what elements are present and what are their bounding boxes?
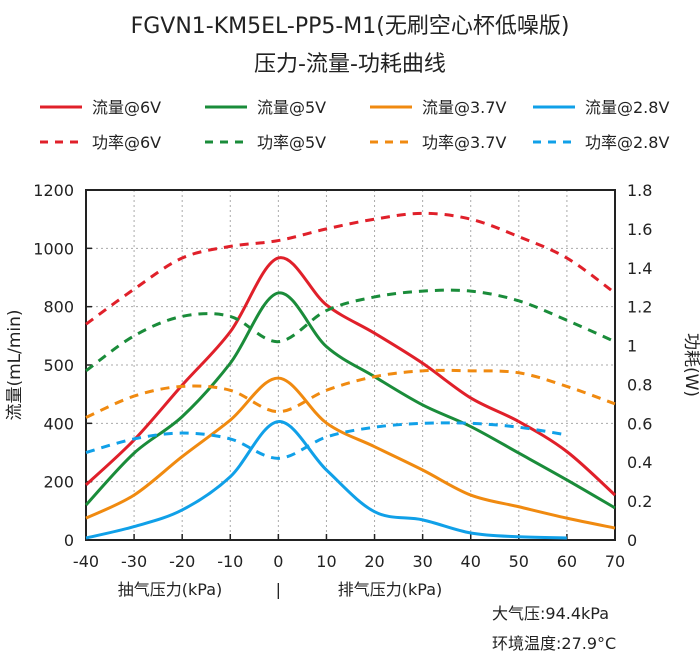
legend-label: 功率@2.8V	[585, 133, 669, 152]
y2-axis-label: 功耗(W)	[681, 333, 700, 397]
plot-frame	[85, 189, 616, 541]
y2-tick-label: 1.6	[627, 220, 652, 239]
series-line-5	[85, 288, 616, 373]
legend-label: 功率@5V	[257, 133, 326, 152]
y-tick-label: 1200	[33, 181, 74, 200]
series-line-1	[84, 291, 616, 510]
x-tick-label: 50	[509, 552, 529, 571]
pressure-note: 大气压:94.4kPa	[492, 604, 610, 623]
x-tick-label: 60	[557, 552, 577, 571]
y-tick-label: 0	[64, 531, 74, 550]
legend-label: 流量@5V	[257, 98, 326, 117]
y2-tick-label: 1.4	[627, 259, 652, 278]
y2-tick-label: 0.6	[627, 414, 652, 433]
chart-title: FGVN1-KM5EL-PP5-M1(无刷空心杯低噪版)	[130, 14, 570, 39]
legend-label: 流量@2.8V	[585, 98, 669, 117]
x-axis-label-exhaust: 排气压力(kPa)	[338, 580, 443, 599]
x-tick-label: -10	[217, 552, 243, 571]
x-axis-label-suction: 抽气压力(kPa)	[118, 580, 223, 599]
y2-tick-label: 0.4	[627, 453, 652, 472]
series-line-6	[85, 368, 616, 419]
x-tick-label: 40	[461, 552, 481, 571]
x-tick-label: 20	[364, 552, 384, 571]
y-tick-label: 500	[43, 356, 74, 375]
x-tick-label: -40	[73, 552, 99, 571]
legend-label: 流量@3.7V	[422, 98, 506, 117]
x-tick-label: 70	[605, 552, 625, 571]
y2-tick-label: 1.8	[627, 181, 652, 200]
y-tick-label: 200	[43, 473, 74, 492]
series-line-7	[85, 421, 568, 460]
y-tick-label: 800	[43, 298, 74, 317]
x-tick-label: 30	[412, 552, 432, 571]
y-tick-label: 1000	[33, 239, 74, 258]
y-axis-label: 流量(mL/min)	[5, 309, 25, 420]
y2-tick-label: 1.2	[627, 298, 652, 317]
legend-label: 流量@6V	[92, 98, 161, 117]
series-line-2	[85, 376, 616, 530]
chart-subtitle: 压力-流量-功耗曲线	[254, 52, 446, 77]
y2-tick-label: 1	[627, 337, 637, 356]
temperature-note: 环境温度:27.9°C	[492, 634, 617, 653]
y-tick-label: 400	[43, 414, 74, 433]
x-tick-label: -30	[121, 552, 147, 571]
y2-tick-label: 0.8	[627, 375, 652, 394]
series-line-3	[85, 420, 567, 540]
series-line-0	[84, 256, 617, 497]
legend-label: 功率@3.7V	[422, 133, 506, 152]
legend-label: 功率@6V	[92, 133, 161, 152]
y2-tick-label: 0	[627, 531, 637, 550]
y2-tick-label: 0.2	[627, 492, 652, 511]
x-tick-label: 0	[273, 552, 283, 571]
x-tick-label: 10	[316, 552, 336, 571]
x-axis-separator: |	[276, 580, 281, 599]
series-line-4	[85, 211, 616, 326]
x-tick-label: -20	[169, 552, 195, 571]
